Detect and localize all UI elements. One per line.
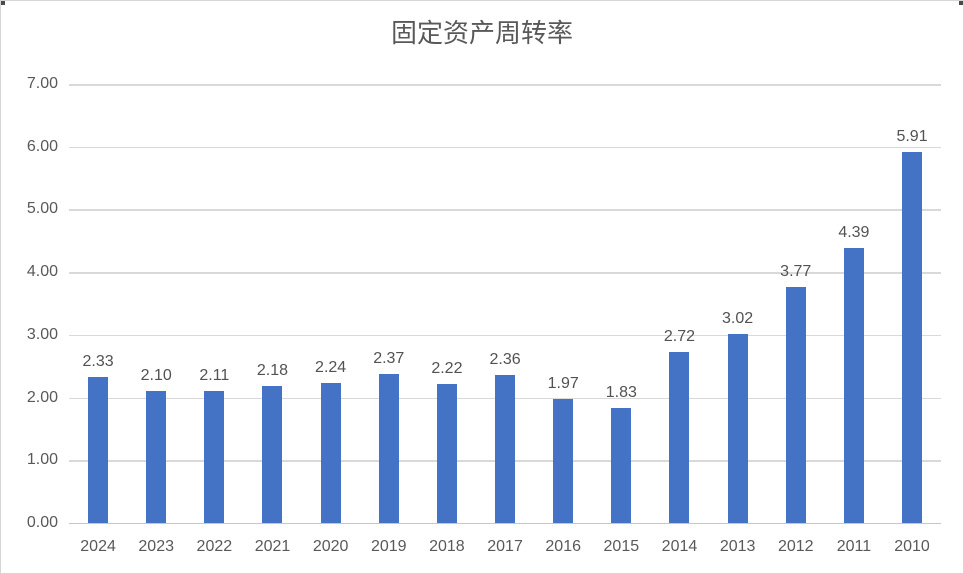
x-tick-label: 2019 (370, 538, 407, 555)
bar-2022 (204, 390, 225, 523)
bar-2015 (611, 408, 632, 523)
x-tick-label: 2022 (196, 538, 233, 555)
x-tick-label: 2021 (254, 538, 291, 555)
bar-column: 1.97 (534, 84, 592, 523)
bar-2010 (902, 152, 923, 523)
y-tick-label: 7.00 (26, 75, 58, 92)
bar-2021 (262, 386, 283, 523)
value-label: 4.39 (838, 223, 870, 241)
value-label: 2.33 (82, 352, 114, 370)
value-label: 3.77 (780, 262, 812, 280)
bar-column: 2.11 (185, 84, 243, 523)
value-label: 1.83 (605, 384, 637, 402)
bar-column: 2.72 (650, 84, 708, 523)
bar-column: 4.39 (825, 84, 883, 523)
bar-column: 5.91 (883, 84, 941, 523)
x-tick-label: 2024 (80, 538, 116, 555)
value-label: 3.02 (722, 309, 754, 327)
x-tick-label: 2011 (836, 538, 872, 555)
value-label: 5.91 (896, 128, 928, 146)
y-tick-label: 1.00 (26, 451, 58, 469)
x-tick-label: 2014 (661, 538, 698, 555)
corner-handle-top-right (959, 1, 963, 5)
bar-2017 (495, 375, 516, 523)
plot-area: 2.33 2.10 2.11 2.18 2.24 2.37 2.22 2.36 1.97 1.83… (69, 84, 941, 524)
gridline (69, 272, 941, 274)
corner-handle-top-left (1, 1, 5, 5)
value-label: 2.22 (431, 359, 463, 377)
bar-2019 (378, 374, 399, 523)
y-tick-label: 5.00 (26, 200, 58, 218)
value-label: 2.72 (663, 328, 696, 346)
bar-column: 1.83 (592, 84, 650, 523)
y-tick-label: 4.00 (26, 263, 58, 281)
x-tick-label: 2018 (429, 538, 465, 555)
value-label: 2.36 (489, 351, 521, 368)
y-tick-label: 6.00 (26, 137, 58, 155)
y-axis: 7.00 6.00 5.00 4.00 3.00 2.00 1.00 0.00 (1, 75, 58, 531)
gridline (69, 146, 941, 149)
bar-2023 (146, 391, 167, 523)
bar-column: 2.37 (360, 84, 418, 523)
x-axis: 2024 2023 2022 2021 2020 2019 2018 2017 2016 2015… (69, 537, 941, 557)
value-label: 2.10 (140, 367, 172, 385)
bar-column: 2.36 (476, 84, 534, 523)
x-tick-label: 2016 (545, 538, 581, 555)
bar-column: 2.18 (243, 84, 301, 523)
bar-column: 3.77 (767, 84, 825, 523)
bar-2018 (436, 383, 457, 523)
bar-2013 (727, 333, 748, 523)
gridline (69, 334, 941, 337)
bar-2020 (320, 382, 341, 523)
x-tick-label: 2015 (603, 538, 640, 555)
y-tick-label: 2.00 (26, 388, 58, 406)
bar-column: 2.10 (127, 84, 185, 523)
value-label: 2.11 (199, 366, 230, 384)
x-tick-label: 2023 (138, 538, 174, 555)
value-label: 2.18 (256, 362, 289, 380)
value-label: 1.97 (547, 375, 579, 393)
x-tick-label: 2013 (719, 538, 756, 555)
value-label: 2.24 (315, 358, 347, 376)
x-tick-label: 2012 (777, 538, 814, 555)
value-label: 2.37 (373, 350, 405, 368)
y-tick-label: 0.00 (26, 514, 58, 531)
bar-2024 (88, 376, 109, 523)
x-tick-label: 2020 (312, 538, 349, 555)
bar-2014 (669, 352, 690, 523)
bar-columns: 2.33 2.10 2.11 2.18 2.24 2.37 2.22 2.36 1.97 1.83… (69, 84, 941, 523)
y-tick-label: 3.00 (26, 325, 58, 343)
x-tick-label: 2010 (894, 538, 930, 555)
bar-column: 2.33 (69, 84, 127, 523)
gridline (69, 84, 941, 86)
bar-column: 2.24 (302, 84, 360, 523)
bar-2016 (553, 399, 574, 523)
bar-2012 (785, 286, 806, 523)
gridline (69, 209, 941, 211)
x-axis-line (69, 522, 941, 524)
x-tick-label: 2017 (487, 538, 523, 555)
bar-column: 2.22 (418, 84, 476, 523)
bar-column: 3.02 (709, 84, 767, 523)
bar-2011 (843, 247, 864, 523)
chart-title: 固定资产周转率 (390, 18, 573, 48)
